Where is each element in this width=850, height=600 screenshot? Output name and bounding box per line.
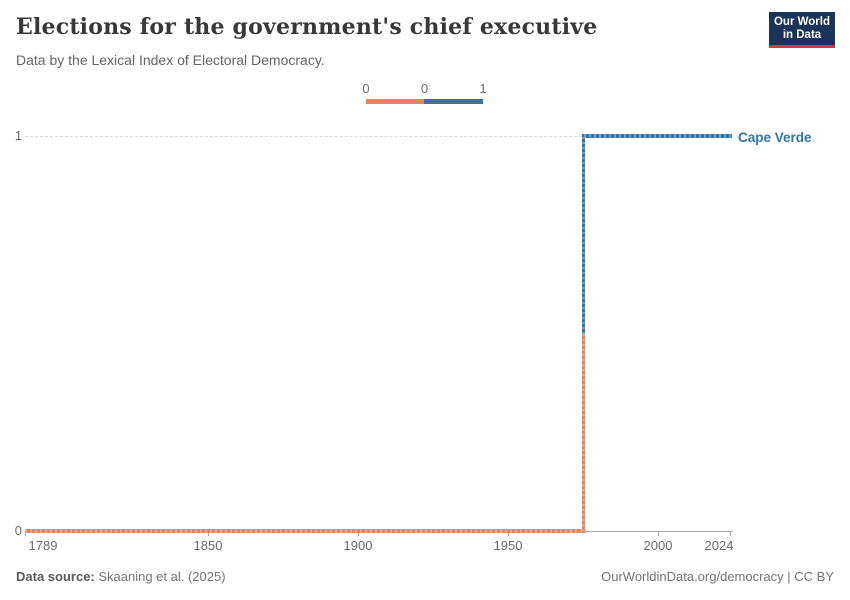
entity-label-cape-verde[interactable]: Cape Verde xyxy=(738,130,812,145)
series-line-value1-vertical[interactable] xyxy=(582,134,585,334)
x-tick-1950 xyxy=(508,532,509,536)
x-axis-label-2000: 2000 xyxy=(643,538,673,553)
x-tick-1789 xyxy=(25,532,26,536)
x-axis-label-1789: 1789 xyxy=(28,538,58,553)
page-title: Elections for the government's chief exe… xyxy=(16,14,598,40)
gridline-y1 xyxy=(25,136,732,137)
x-tick-2024 xyxy=(730,532,731,536)
series-line-value0-vertical[interactable] xyxy=(582,334,585,531)
color-legend: 0 0 1 xyxy=(362,81,487,106)
data-source-value: Skaaning et al. (2025) xyxy=(94,569,226,584)
series-line-value0-horizontal[interactable] xyxy=(25,529,586,533)
legend-label-max: 1 xyxy=(479,81,487,96)
x-axis-label-2024: 2024 xyxy=(704,538,734,553)
series-line-value1-horizontal[interactable] xyxy=(584,134,732,138)
legend-label-min: 0 xyxy=(362,81,370,96)
owid-license-link[interactable]: OurWorldinData.org/democracy | CC BY xyxy=(601,569,834,584)
y-axis-tick-1: 1 xyxy=(14,128,22,143)
page-subtitle: Data by the Lexical Index of Electoral D… xyxy=(16,52,325,68)
x-axis-label-1950: 1950 xyxy=(493,538,523,553)
data-source-label: Data source: xyxy=(16,569,95,584)
data-source-note: Data source: Skaaning et al. (2025) xyxy=(16,569,226,584)
x-tick-1900 xyxy=(358,532,359,536)
legend-bin-one[interactable] xyxy=(424,99,483,104)
owid-logo-line2: in Data xyxy=(782,29,822,41)
owid-logo-line1: Our World xyxy=(773,16,830,28)
legend-bin-zero[interactable] xyxy=(366,99,424,104)
x-axis-label-1900: 1900 xyxy=(343,538,373,553)
legend-bar xyxy=(366,99,483,104)
legend-label-mid: 0 xyxy=(420,81,429,96)
x-axis-label-1850: 1850 xyxy=(193,538,223,553)
x-tick-1850 xyxy=(208,532,209,536)
owid-logo[interactable]: Our World in Data xyxy=(769,12,835,48)
x-tick-2000 xyxy=(658,532,659,536)
y-axis-tick-0: 0 xyxy=(14,523,22,538)
